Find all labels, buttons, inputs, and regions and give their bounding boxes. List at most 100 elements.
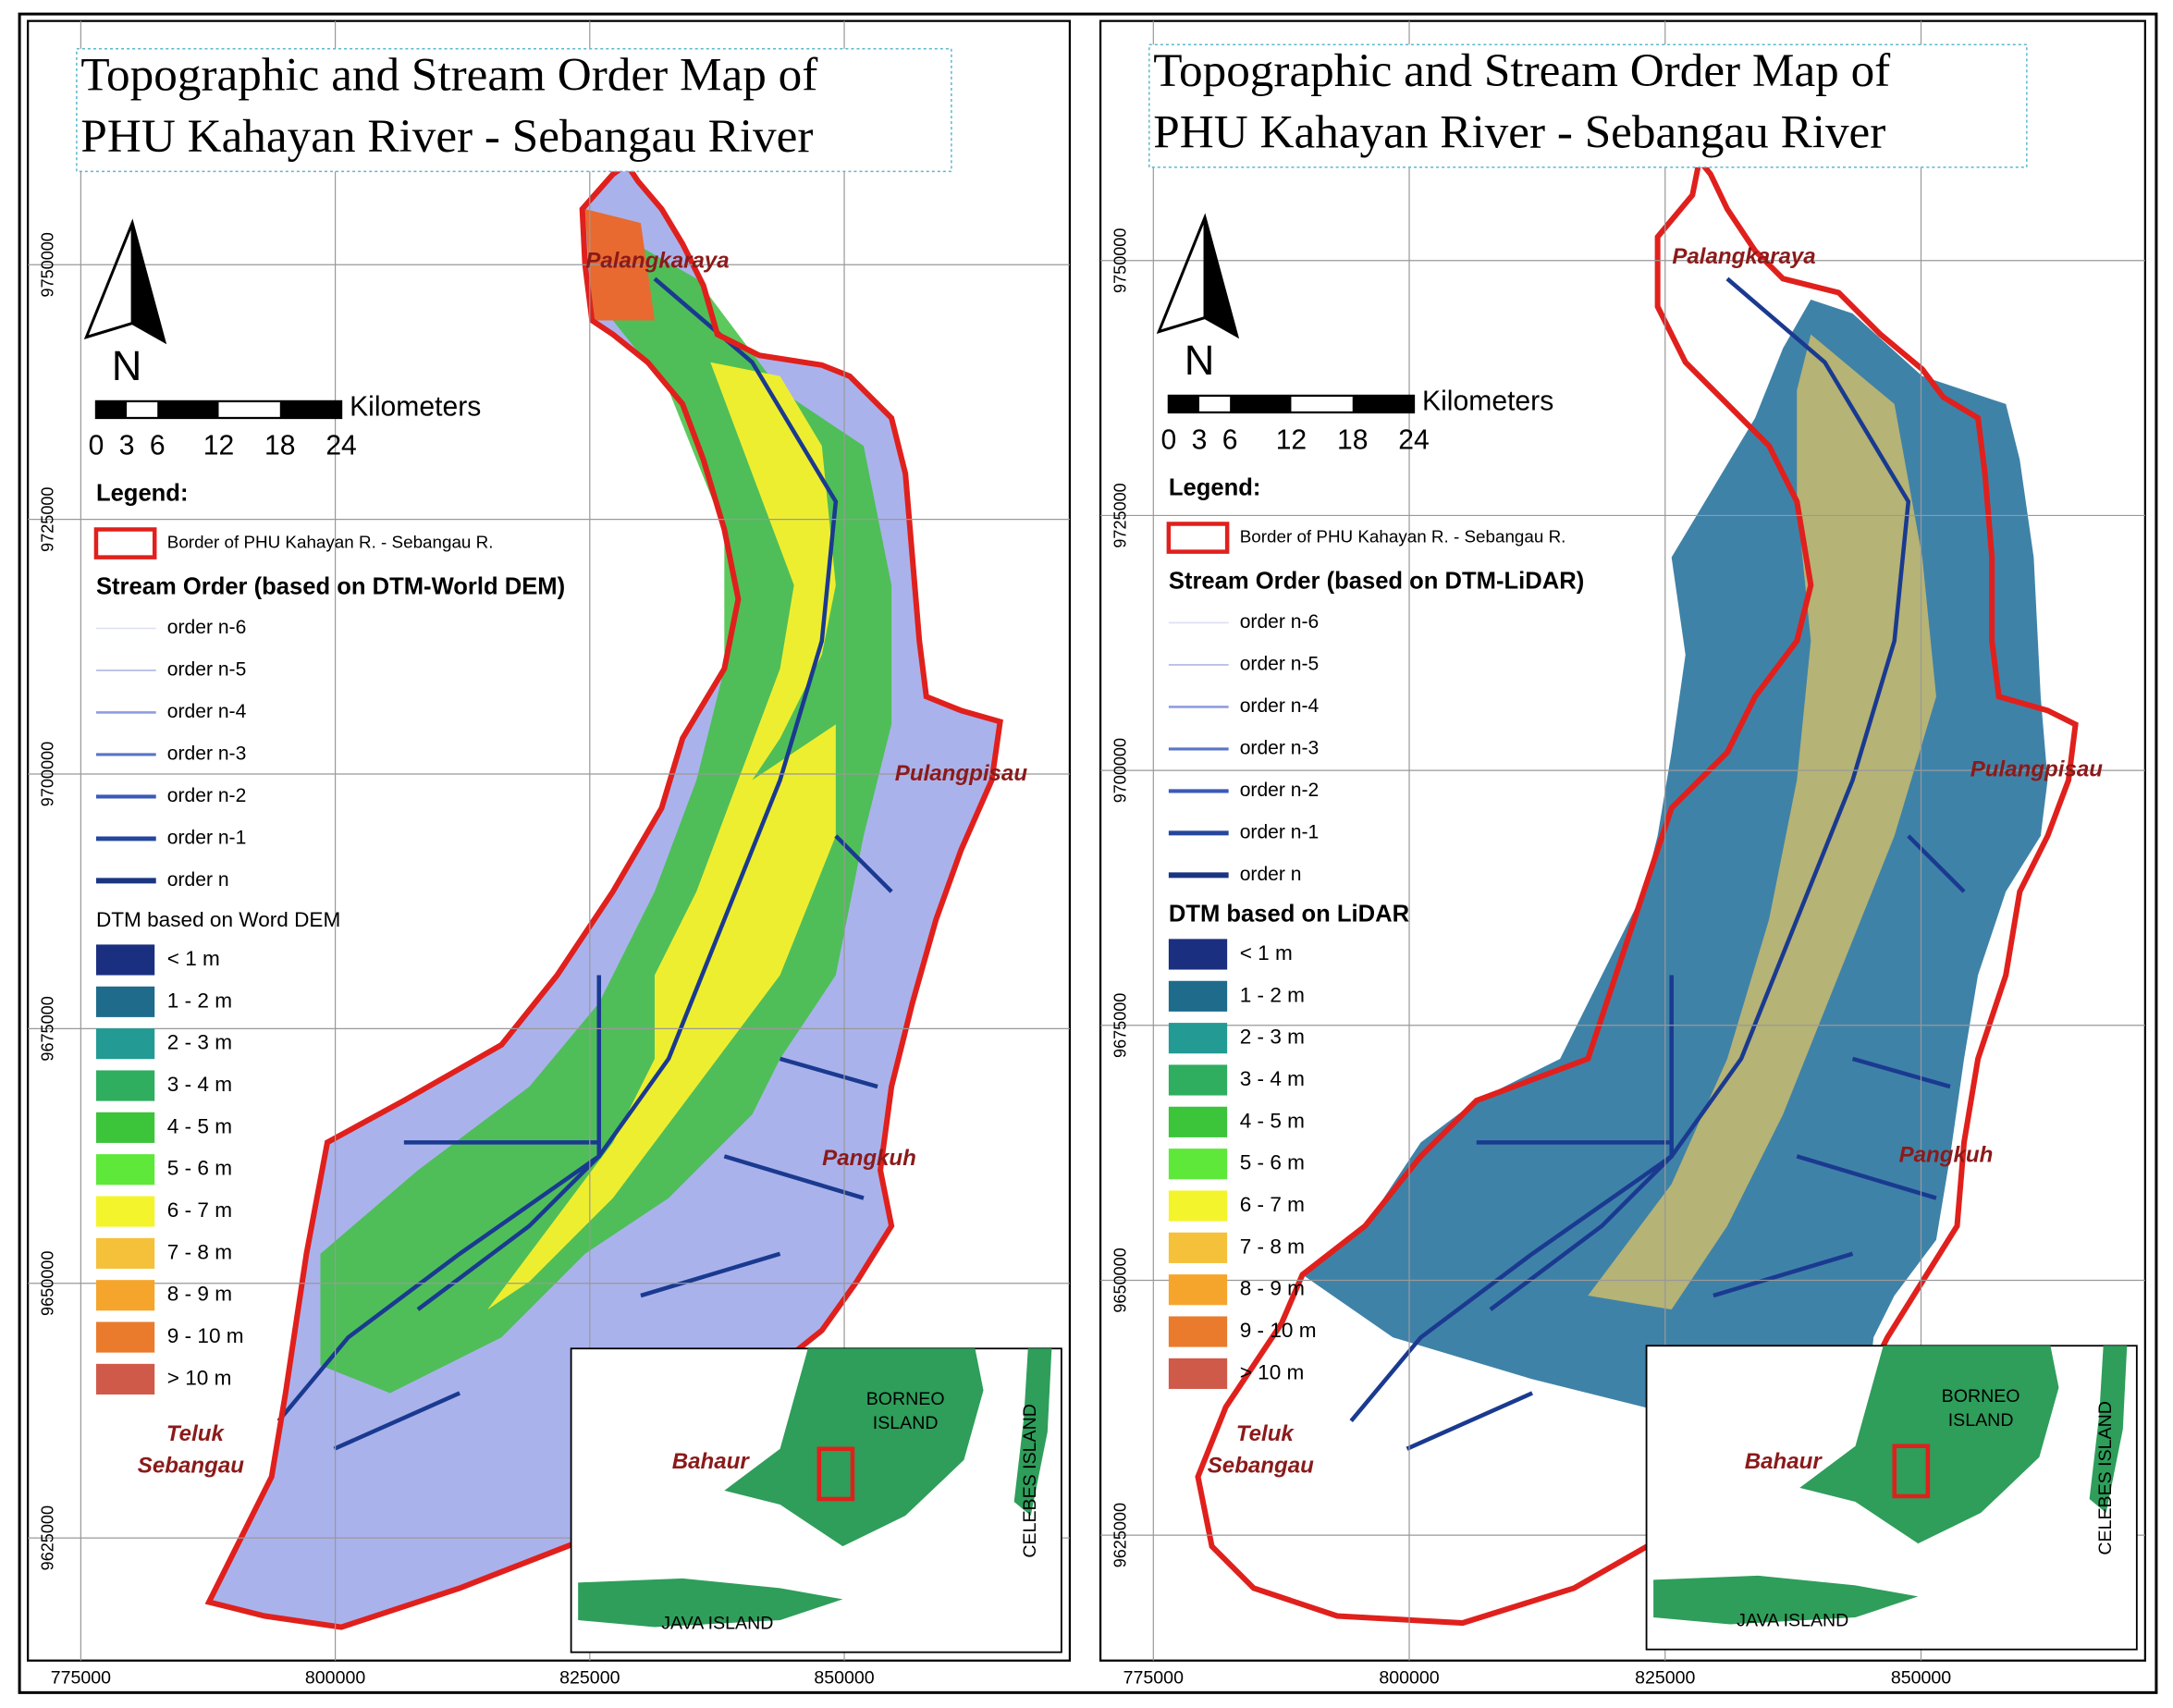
- scale-label: 6: [1222, 425, 1238, 456]
- dtm-swatch: [1168, 1274, 1228, 1306]
- dtm-swatch: [1168, 1232, 1228, 1263]
- scale-label: 24: [325, 431, 357, 461]
- legend-label: 3 - 4 m: [167, 1073, 232, 1096]
- y-coordinate-label: 9750000: [38, 232, 56, 297]
- place-label: Pangkuh: [1899, 1143, 1994, 1168]
- legend-label: 9 - 10 m: [167, 1324, 244, 1347]
- legend-label: 7 - 8 m: [167, 1240, 232, 1263]
- stream: [1489, 276, 1911, 1311]
- legend-label: 5 - 6 m: [167, 1157, 232, 1180]
- legend-label: order n-6: [1240, 611, 1320, 633]
- scale-label: 6: [150, 431, 166, 461]
- x-coordinate-label: 825000: [559, 1667, 620, 1688]
- stream: [834, 834, 893, 893]
- map-panel: 775000 800000 825000 850000 9750000 9725000 97…: [1099, 19, 2147, 1688]
- stream: [723, 1154, 865, 1200]
- x-coordinate-label: 800000: [1379, 1667, 1439, 1688]
- study-area-marker: [816, 1446, 855, 1502]
- legend-label: order n-2: [167, 785, 247, 806]
- place-label: Pulangpisau: [895, 761, 1028, 786]
- place-label: Bahaur: [672, 1449, 751, 1474]
- legend-title: Legend:: [1169, 475, 1261, 501]
- inset-label: BORNEO: [1942, 1386, 2020, 1407]
- y-coordinate-label: 9675000: [1111, 993, 1129, 1058]
- y-coordinate-label: 9625000: [38, 1505, 56, 1570]
- stream: [779, 1056, 878, 1089]
- dtm-swatch: [95, 986, 155, 1017]
- dtm-swatch: [1168, 1064, 1228, 1096]
- region-high: [487, 362, 836, 1310]
- legend-label: < 1 m: [1240, 941, 1293, 965]
- dtm-swatch: [95, 1363, 155, 1395]
- legend-label: 7 - 8 m: [1240, 1235, 1305, 1258]
- legend-label: order n-1: [1240, 821, 1320, 842]
- legend-label: order n: [167, 869, 229, 891]
- legend-subtitle: Stream Order (based on DTM-LiDAR): [1169, 569, 1584, 595]
- dtm-swatch: [1168, 1023, 1228, 1054]
- y-coordinate-label: 9625000: [1111, 1503, 1129, 1567]
- dtm-swatch: [1168, 1106, 1228, 1137]
- y-coordinate-label: 9725000: [1111, 483, 1129, 547]
- dtm-swatch: [95, 1196, 155, 1227]
- scale-label: 18: [264, 431, 296, 461]
- stream: [1907, 834, 1966, 893]
- legend-label: < 1 m: [167, 947, 220, 970]
- dtm-swatch: [1168, 1358, 1228, 1389]
- y-coordinate-label: 9650000: [38, 1251, 56, 1316]
- place-label: Palangkaraya: [1672, 244, 1815, 269]
- legend-label: 4 - 5 m: [1240, 1109, 1305, 1132]
- legend-label: 4 - 5 m: [167, 1114, 232, 1137]
- legend-label: > 10 m: [167, 1366, 232, 1389]
- stream: [1851, 1056, 1951, 1089]
- scale-label: 0: [89, 431, 104, 461]
- place-label: Sebangau: [1208, 1454, 1314, 1479]
- scale-label: 12: [203, 431, 235, 461]
- scale-label: 3: [119, 431, 135, 461]
- place-label: Bahaur: [1745, 1449, 1823, 1474]
- scale-segment: [95, 400, 128, 418]
- legend-label: order n-2: [1240, 780, 1320, 801]
- legend-label: 6 - 7 m: [167, 1198, 232, 1222]
- scale-label: 0: [1161, 425, 1177, 456]
- north-label: N: [1185, 337, 1215, 384]
- scale-unit: Kilometers: [1422, 386, 1553, 416]
- dtm-swatch: [95, 1321, 155, 1353]
- x-coordinate-label: 775000: [1123, 1667, 1184, 1688]
- legend-label: 9 - 10 m: [1240, 1319, 1317, 1342]
- north-label: N: [112, 342, 142, 389]
- y-coordinate-label: 9650000: [1111, 1247, 1129, 1312]
- legend-label: order n-5: [167, 659, 247, 681]
- stream: [1406, 1391, 1533, 1451]
- scale-segment: [279, 400, 342, 418]
- scale-segment: [1352, 395, 1415, 412]
- y-coordinate-label: 9725000: [38, 486, 56, 551]
- dtm-swatch: [95, 1070, 155, 1101]
- scale-segment: [157, 400, 219, 418]
- legend-label: Border of PHU Kahayan R. - Sebangau R.: [1240, 527, 1566, 547]
- inset-label: BORNEO: [866, 1389, 945, 1409]
- scale-segment: [1230, 395, 1292, 412]
- dtm-swatch: [1168, 1190, 1228, 1222]
- region-mid: [320, 223, 892, 1394]
- legend-label: order n-5: [1240, 653, 1320, 674]
- scale-segment: [1168, 395, 1200, 412]
- inset-label: ISLAND: [1948, 1410, 2014, 1431]
- stream: [1713, 1251, 1854, 1298]
- dtm-swatch: [95, 1028, 155, 1060]
- celebes: [1013, 1348, 1052, 1517]
- dtm-swatch: [95, 1112, 155, 1143]
- border-swatch: [1166, 522, 1230, 554]
- legend-label: order n-4: [167, 701, 247, 722]
- place-label: Teluk: [166, 1421, 226, 1446]
- place-label: Pulangpisau: [1970, 756, 2104, 781]
- legend-subtitle: DTM based on LiDAR: [1169, 902, 1409, 928]
- y-coordinate-label: 9750000: [1111, 228, 1129, 293]
- map-title: Topographic and Stream Order Map of: [1153, 44, 1891, 97]
- legend-label: order n-3: [167, 743, 247, 765]
- map-title: PHU Kahayan River - Sebangau River: [80, 110, 813, 163]
- legend-label: 1 - 2 m: [1240, 983, 1305, 1006]
- java: [1653, 1575, 1919, 1625]
- legend-label: order n-3: [1240, 737, 1320, 758]
